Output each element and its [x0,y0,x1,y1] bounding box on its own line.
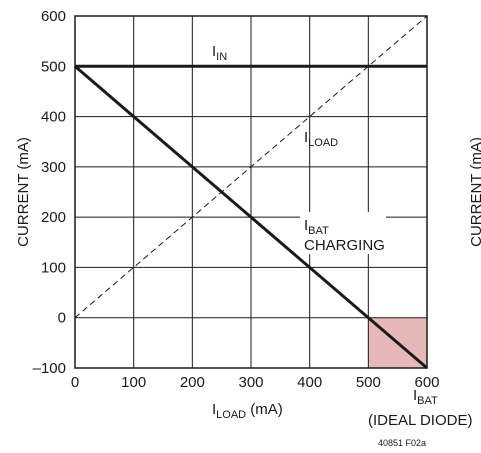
x-axis-title-sub: LOAD [216,409,246,421]
label-ideal-diode: (IDEAL DIODE) [368,412,472,429]
clipped-neighbor-ylabel: CURRENT (mA) [468,137,481,247]
label-iin: IIN [212,43,227,63]
label-ibat-ideal-sub: BAT [417,395,438,407]
ibat-label-backdrop [300,212,386,254]
x-axis-title-main: I [212,401,216,418]
x-axis-title: ILOAD (mA) [212,401,283,421]
label-iload: ILOAD [304,129,338,149]
y-tick-label: 400 [41,109,66,126]
y-tick-label: 500 [41,58,66,75]
label-ibat-main: I [304,217,308,234]
series-line-ibat-charging [74,65,428,370]
x-tick-label: 400 [297,374,322,391]
label-iload-sub: LOAD [308,137,338,149]
label-ibat-sub: BAT [308,225,329,237]
label-ibat-ideal-main: I [413,387,417,404]
x-tick-label: 100 [121,374,146,391]
y-tick-label: 100 [41,259,66,276]
label-iin-sub: IN [216,51,227,63]
y-axis-title: CURRENT (mA) [15,137,32,247]
series-line-iload [74,15,428,319]
label-ibat-ideal: IBAT [413,387,438,407]
y-tick-label: 0 [58,310,66,327]
grid [74,15,428,369]
label-iload-main: I [304,129,308,146]
tick-labels: 0 100 200 300 400 500 600 –100 0 100 200 300 400 500 6… [33,8,440,391]
x-tick-label: 200 [180,374,205,391]
x-tick-label: 500 [356,374,381,391]
label-ibat: IBAT [304,217,329,237]
series-layer [74,15,428,370]
x-tick-label: 600 [414,374,439,391]
y-tick-label: 300 [41,159,66,176]
label-iin-main: I [212,43,216,60]
plot-frame [74,15,428,369]
y-tick-label: 600 [41,8,66,25]
figure-code: 40851 F02a [378,438,426,448]
x-tick-label: 0 [71,374,79,391]
x-tick-label: 300 [238,374,263,391]
x-axis-title-unit: (mA) [246,401,283,418]
y-tick-label: 200 [41,209,66,226]
y-tick-label: –100 [33,360,66,377]
label-ibat-charging: CHARGING [304,237,385,254]
